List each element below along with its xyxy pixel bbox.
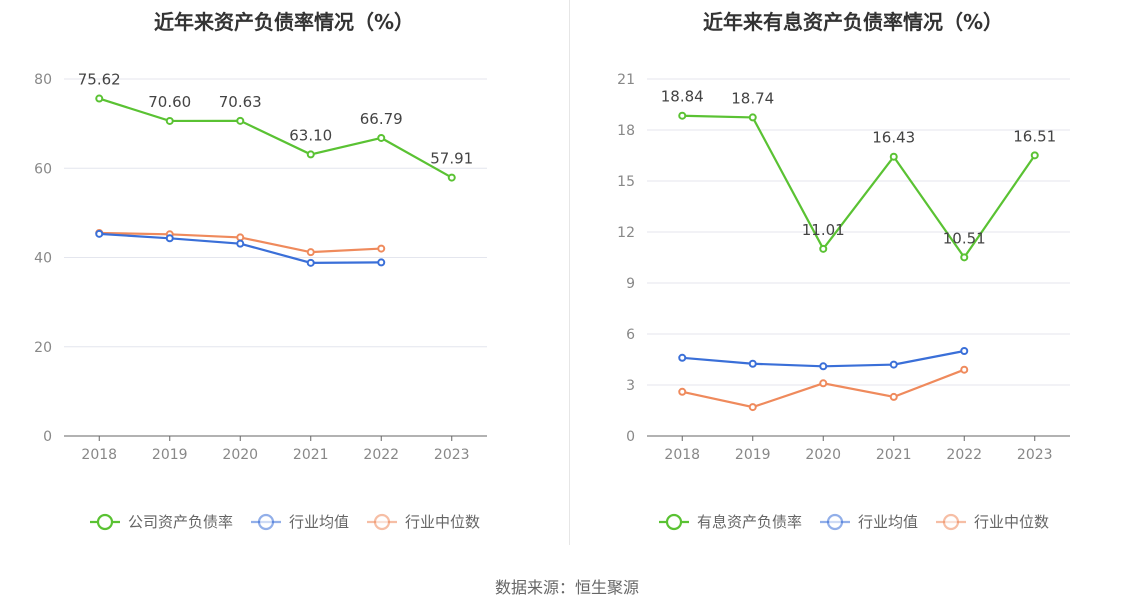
x-tick-label: 2021 — [293, 447, 329, 463]
data-point — [678, 111, 687, 120]
data-label: 18.74 — [731, 89, 774, 107]
data-point — [165, 116, 174, 125]
data-point — [377, 133, 386, 142]
data-point — [819, 379, 828, 388]
data-label: 75.62 — [78, 71, 121, 89]
data-point — [306, 258, 315, 267]
y-tick-label: 3 — [626, 378, 635, 394]
data-point — [678, 353, 687, 362]
y-tick-label: 12 — [617, 225, 635, 241]
legend-marker-icon — [367, 513, 397, 530]
data-label: 11.01 — [802, 221, 845, 239]
legend-marker-icon — [89, 513, 120, 530]
x-tick-label: 2019 — [152, 447, 188, 463]
data-point — [748, 359, 757, 368]
y-tick-label: 18 — [617, 123, 635, 139]
y-tick-label: 21 — [617, 72, 635, 88]
series-line — [682, 368, 965, 409]
data-point — [889, 392, 898, 401]
legend-marker-icon — [658, 513, 689, 530]
legend-label: 行业中位数 — [405, 513, 481, 531]
series-line — [682, 114, 1036, 260]
x-tick-label: 2022 — [363, 447, 399, 463]
data-label: 70.63 — [219, 93, 262, 111]
x-tick-label: 2020 — [805, 447, 841, 463]
legend-item[interactable]: 行业均值 — [249, 511, 349, 532]
x-tick-label: 2023 — [1017, 447, 1053, 463]
y-tick-label: 20 — [34, 340, 52, 356]
legend-label: 有息资产负债率 — [696, 513, 802, 531]
y-tick-label: 60 — [34, 161, 52, 177]
data-point — [236, 116, 245, 125]
data-point — [889, 360, 898, 369]
data-label: 16.43 — [872, 129, 915, 147]
data-point — [889, 152, 898, 161]
data-label: 10.51 — [943, 229, 986, 247]
data-point — [1030, 151, 1039, 160]
legend-marker-icon — [819, 513, 850, 530]
y-tick-label: 15 — [617, 174, 635, 190]
data-point — [819, 244, 828, 253]
data-label: 63.10 — [289, 126, 332, 144]
data-point — [165, 234, 174, 243]
chart-title: 近年来有息资产负债率情况（%） — [702, 10, 1004, 34]
data-point — [748, 113, 757, 122]
data-point — [447, 173, 456, 182]
data-point — [377, 244, 386, 253]
panel-divider — [569, 0, 570, 545]
data-label: 66.79 — [360, 110, 403, 128]
y-tick-label: 9 — [626, 276, 635, 292]
left-chart-svg: 0 20 40 60 80 2018 2019 2020 2021 2022 2023 75.62 70… — [34, 71, 487, 463]
x-tick-label: 2020 — [222, 447, 258, 463]
x-tick-label: 2022 — [946, 447, 982, 463]
x-tick-label: 2023 — [434, 447, 470, 463]
y-tick-label: 6 — [626, 327, 635, 343]
data-point — [819, 362, 828, 371]
data-point — [748, 403, 757, 412]
legend-item[interactable]: 行业均值 — [818, 511, 918, 532]
data-point — [678, 387, 687, 396]
left-chart-panel: 近年来资产负债率情况（%） 0 20 40 60 80 2018 2019 2020 2021 2… — [0, 0, 568, 560]
data-point — [960, 253, 969, 262]
legend-marker-icon — [250, 513, 281, 530]
data-label: 18.84 — [661, 88, 704, 106]
data-label: 70.60 — [148, 93, 191, 111]
legend-item[interactable]: 行业中位数 — [365, 511, 480, 532]
y-tick-label: 0 — [626, 429, 635, 445]
right-chart-svg: 0 3 6 9 12 15 18 21 2018 2019 2020 2021 2022 2023 18.8… — [617, 72, 1070, 463]
data-point — [95, 229, 104, 238]
series-line — [98, 97, 453, 179]
x-tick-label: 2019 — [735, 447, 771, 463]
data-point — [236, 233, 245, 242]
left-chart-legend: 公司资产负债率 行业均值 行业中位数 — [0, 511, 568, 532]
legend-item[interactable]: 行业中位数 — [934, 511, 1049, 532]
data-point — [236, 239, 245, 248]
data-source-label: 数据来源：恒生聚源 — [494, 578, 639, 597]
x-tick-label: 2018 — [664, 447, 700, 463]
legend-label: 公司资产负债率 — [127, 513, 233, 531]
data-point — [306, 150, 315, 159]
legend-label: 行业均值 — [288, 513, 349, 531]
y-tick-label: 40 — [34, 251, 52, 267]
data-label: 57.91 — [430, 150, 473, 168]
y-tick-label: 0 — [43, 429, 52, 445]
x-tick-label: 2021 — [876, 447, 912, 463]
right-chart-panel: 近年来有息资产负债率情况（%） 0 3 6 9 12 15 18 21 2018 2019 2020… — [572, 0, 1134, 560]
data-point — [95, 94, 104, 103]
chart-title: 近年来资产负债率情况（%） — [153, 10, 415, 34]
x-tick-label: 2018 — [81, 447, 117, 463]
right-chart-legend: 有息资产负债率 行业均值 行业中位数 — [572, 511, 1134, 532]
legend-item[interactable]: 有息资产负债率 — [657, 511, 802, 532]
data-point — [960, 365, 969, 374]
legend-label: 行业均值 — [857, 513, 918, 531]
legend-label: 行业中位数 — [974, 513, 1050, 531]
legend-marker-icon — [936, 513, 966, 530]
y-tick-label: 80 — [34, 72, 52, 88]
data-label: 16.51 — [1013, 127, 1056, 145]
data-point — [377, 258, 386, 267]
data-point — [306, 248, 315, 257]
data-point — [960, 347, 969, 355]
legend-item[interactable]: 公司资产负债率 — [88, 511, 233, 532]
